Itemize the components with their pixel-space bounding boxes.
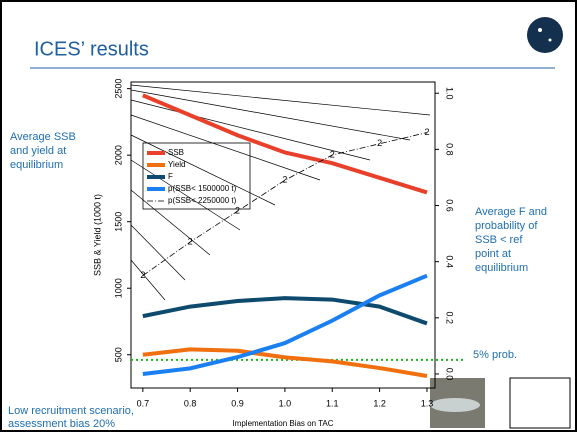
fish [430, 398, 480, 412]
reference-label: 5% prob. [473, 349, 517, 361]
logo-dot [549, 39, 552, 42]
left-note: equilibrium [10, 159, 63, 171]
slide: ICES’ results Average SSB and yield at e… [0, 0, 577, 432]
logo [527, 17, 563, 53]
x-tick-label: 0.7 [137, 398, 150, 408]
y2-tick-label: 0.6 [445, 199, 455, 212]
point-marker: 2 [140, 270, 145, 280]
y2-tick-label: 0.4 [445, 255, 455, 268]
point-marker: 2 [188, 236, 193, 246]
slide-title: ICES’ results [34, 38, 149, 60]
right-note: Average F and [475, 206, 547, 218]
point-marker: 2 [377, 138, 382, 148]
series-line [143, 298, 427, 323]
y-axis-label: SSB & Yield (1000 t) [92, 194, 102, 276]
x-tick-label: 0.9 [231, 398, 244, 408]
x-tick-label: 1.2 [373, 398, 386, 408]
x-tick-label: 1.1 [326, 398, 339, 408]
legend-label: Yield [168, 160, 186, 169]
chart: ICES’ results Average SSB and yield at e… [0, 0, 577, 432]
right-note: equilibrium [475, 262, 528, 274]
x-tick-label: 1.3 [421, 398, 434, 408]
left-note: Average SSB [10, 131, 76, 143]
x-tick-label: 0.8 [184, 398, 197, 408]
logo-dot [538, 28, 542, 32]
legend-label: SSB [168, 148, 184, 157]
series-line [143, 349, 427, 376]
y-tick-label: 500 [113, 347, 123, 362]
right-note: probability of [475, 220, 538, 232]
left-note: and yield at [10, 145, 66, 157]
y-tick-label: 1500 [113, 212, 123, 232]
y-tick-label: 2000 [113, 145, 123, 165]
point-marker: 2 [282, 175, 287, 185]
legend-label: F [168, 172, 173, 181]
y-tick-label: 1000 [113, 278, 123, 298]
y2-tick-label: 0.0 [445, 368, 455, 381]
bottom-note: Low recruitment scenario, [8, 405, 134, 417]
legend-label: p(SSB< 1500000 t) [168, 184, 237, 193]
bottom-note: assessment bias 20% [8, 418, 115, 430]
y2-tick-label: 0.2 [445, 312, 455, 325]
point-marker: 2 [330, 149, 335, 159]
legend-label: p(SSB< 2250000 t) [168, 196, 237, 205]
right-note: SSB < ref [475, 234, 523, 246]
cartoon [510, 378, 570, 428]
y2-tick-label: 1.0 [445, 87, 455, 100]
y-tick-label: 2500 [113, 79, 123, 99]
y2-tick-label: 0.8 [445, 143, 455, 156]
point-marker: 2 [424, 127, 429, 137]
x-axis-label: Implementation Bias on TAC [232, 419, 333, 428]
x-tick-label: 1.0 [279, 398, 292, 408]
point-marker: 2 [235, 206, 240, 216]
right-note: point at [475, 248, 511, 260]
